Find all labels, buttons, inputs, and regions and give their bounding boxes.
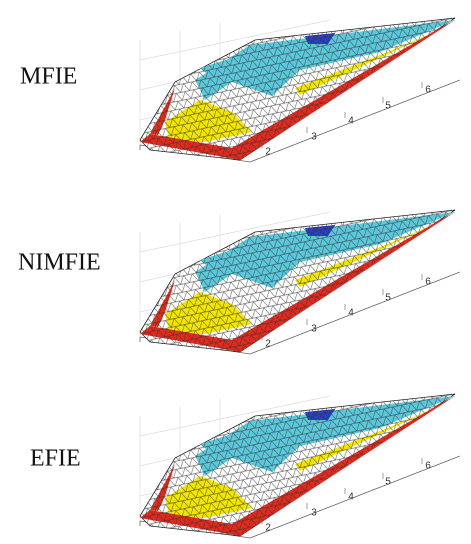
panel-label: NIMFIE	[18, 250, 101, 276]
panel-label: MFIE	[20, 64, 77, 90]
axis-tick-label: 3	[311, 324, 317, 335]
axis-tick-label: 2	[265, 339, 271, 350]
axis-tick-label: 3	[311, 508, 317, 519]
mesh-plot	[140, 210, 460, 354]
axis-tick-label: 4	[348, 116, 354, 127]
axis-tick-label: 2	[265, 523, 271, 534]
axis-tick-label: 3	[311, 132, 317, 143]
axis-tick-label: 5	[385, 293, 391, 304]
axis-tick-label: 6	[425, 85, 431, 96]
axis-tick-label: 6	[425, 277, 431, 288]
axis-tick-label: 5	[385, 101, 391, 112]
panel: NIMFIE 2 3 4 5 6	[18, 210, 460, 354]
axis-tick-label: 2	[265, 147, 271, 158]
mesh-plot	[140, 18, 460, 162]
panel-label: EFIE	[30, 446, 81, 472]
axis-tick-label: 4	[348, 308, 354, 319]
panel: EFIE 2 3 4 5 6	[30, 394, 460, 538]
panel: MFIE 2 3 4 5 6	[20, 18, 460, 162]
axis-tick-label: 5	[385, 477, 391, 488]
mesh-plot	[140, 394, 460, 538]
axis-tick-label: 4	[348, 492, 354, 503]
axis-tick-label: 6	[425, 461, 431, 472]
